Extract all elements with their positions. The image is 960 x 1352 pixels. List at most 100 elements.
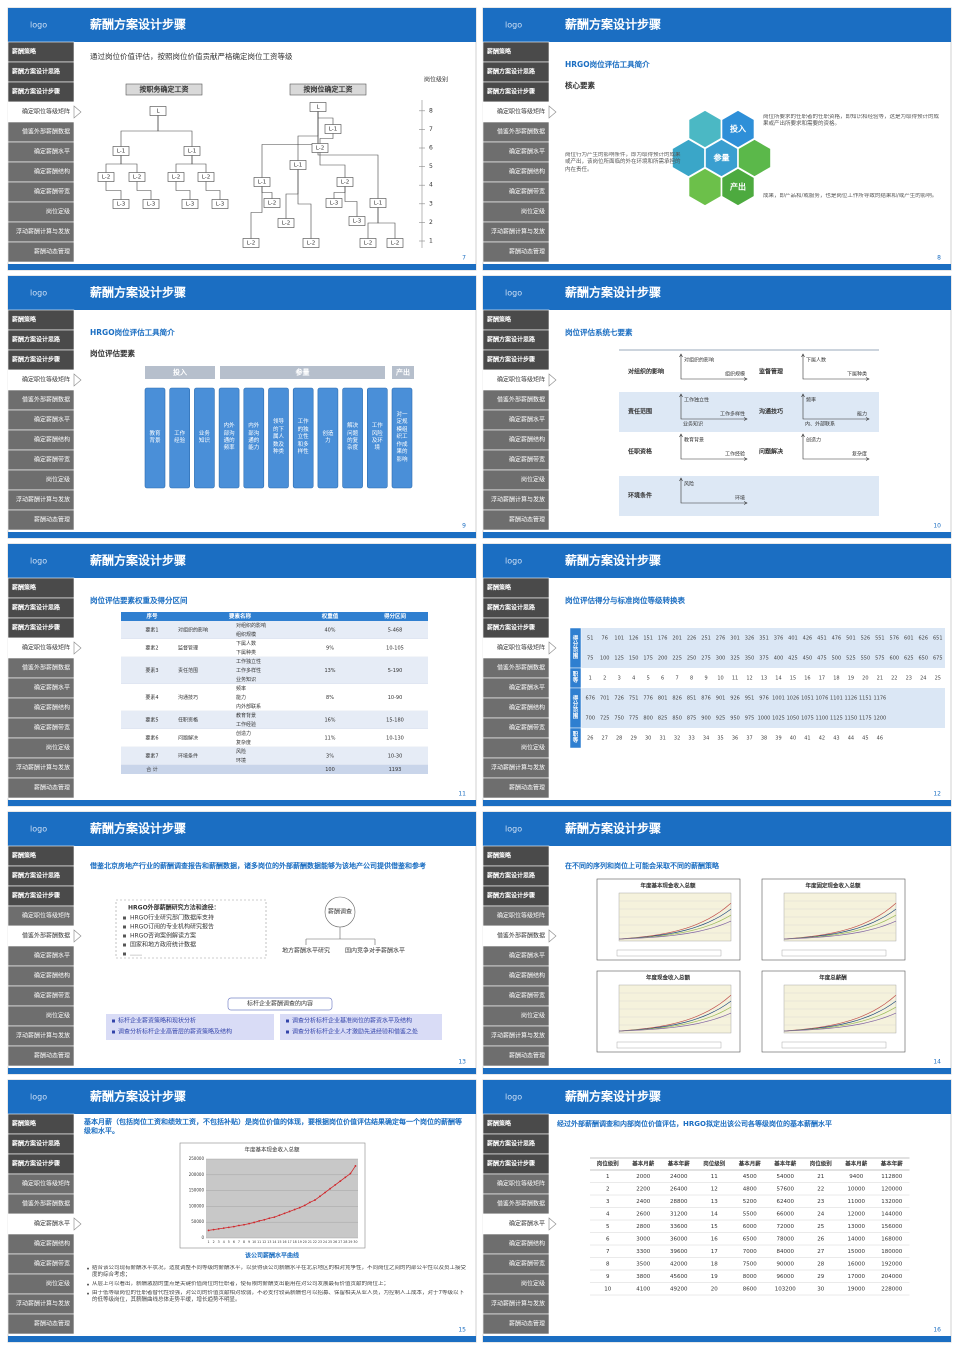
column-header: 要素名称 bbox=[229, 612, 252, 620]
line-point bbox=[293, 1208, 296, 1211]
cell: 20 bbox=[862, 676, 868, 682]
section-title: 岗位评估要素权重及得分区间 bbox=[90, 595, 188, 605]
cell: 13 bbox=[711, 1199, 718, 1205]
menu-item: 薪酬方案设计思路 bbox=[487, 604, 536, 612]
header-bar bbox=[483, 276, 951, 310]
menu-item: 薪酬方案设计思路 bbox=[12, 604, 61, 612]
column-header: 基本年薪 bbox=[880, 1160, 904, 1168]
logo: logo bbox=[505, 825, 522, 834]
cell: 5-190 bbox=[388, 668, 403, 674]
slide-title: 薪酬方案设计步骤 bbox=[90, 553, 186, 568]
page-number: 10 bbox=[933, 523, 941, 530]
cell: 650 bbox=[919, 656, 929, 662]
cell: 18 bbox=[711, 1261, 718, 1267]
cell: 环境 bbox=[236, 757, 246, 764]
cell: 组织规模 bbox=[236, 631, 256, 638]
line-point bbox=[329, 1187, 332, 1190]
cell: 7000 bbox=[743, 1249, 757, 1255]
factor-box bbox=[391, 387, 413, 489]
cell: 频率 bbox=[236, 685, 246, 692]
menu-item: 借鉴外部薪酬数据 bbox=[22, 128, 70, 136]
cell: 3800 bbox=[636, 1274, 650, 1280]
line-point bbox=[344, 1176, 347, 1179]
cell: 4500 bbox=[743, 1174, 757, 1180]
y-tick-label: 200000 bbox=[189, 1172, 205, 1177]
cell: 19 bbox=[848, 676, 854, 682]
cell: 监督管理 bbox=[178, 645, 198, 652]
footer-bar bbox=[483, 800, 951, 806]
menu-item: 薪酬方案设计步骤 bbox=[487, 892, 535, 900]
menu-item: 确定薪酬带宽 bbox=[34, 456, 70, 464]
line-point bbox=[273, 1216, 276, 1219]
tree-node bbox=[263, 198, 281, 208]
cell: 25 bbox=[935, 676, 941, 682]
axis-arrow bbox=[679, 477, 748, 505]
x-tick-label: 6 bbox=[233, 1240, 235, 1244]
line-point bbox=[319, 1195, 321, 1198]
column-header: 基本年薪 bbox=[667, 1160, 691, 1168]
menu-item: 确定薪酬结构 bbox=[509, 972, 545, 980]
menu-item: 确定薪酬带宽 bbox=[509, 724, 545, 732]
cell: 11 bbox=[732, 676, 738, 682]
y-tick-label: 250000 bbox=[189, 1156, 205, 1161]
cell: 2 bbox=[603, 676, 606, 682]
cell: 教育背景 bbox=[236, 712, 256, 719]
page-number: 12 bbox=[933, 791, 941, 798]
menu-item: 薪酬方案设计思路 bbox=[12, 68, 61, 76]
cell: 925 bbox=[716, 716, 726, 722]
line-point bbox=[324, 1191, 326, 1194]
x-tick-label: 26 bbox=[333, 1240, 337, 1244]
x-tick-label: 30 bbox=[353, 1240, 357, 1244]
menu-item: 岗位定级 bbox=[46, 208, 70, 216]
factor-label: 内外部沟通的频率 bbox=[223, 423, 235, 452]
content-box bbox=[106, 1014, 274, 1040]
cell: 600 bbox=[890, 656, 900, 662]
axis-arrow bbox=[801, 433, 870, 461]
menu-item-bg bbox=[7, 241, 75, 263]
menu-item: 薪酬方案设计步骤 bbox=[12, 1160, 60, 1168]
axis-label: 工作独立性 bbox=[684, 397, 709, 404]
section-subtitle: 核心要素 bbox=[565, 80, 595, 90]
cell: 975 bbox=[745, 716, 755, 722]
cell: 12 bbox=[746, 676, 752, 682]
menu-item: 确定薪酬结构 bbox=[34, 436, 70, 444]
cell: 576 bbox=[890, 636, 900, 642]
cell: 14000 bbox=[848, 1236, 866, 1242]
menu-item: 确定职位等级矩阵 bbox=[22, 644, 70, 652]
menu-arrow bbox=[548, 105, 557, 119]
cell: 业务知识 bbox=[236, 676, 256, 683]
table-row bbox=[121, 729, 428, 747]
level-label: 2 bbox=[429, 219, 433, 226]
mini-axes bbox=[680, 394, 747, 420]
cell: 6000 bbox=[743, 1224, 757, 1230]
menu-item: 确定职位等级矩阵 bbox=[497, 108, 545, 116]
footer-bar bbox=[483, 264, 951, 270]
factor-box bbox=[144, 387, 166, 489]
x-tick-label: 17 bbox=[288, 1240, 292, 1244]
line-point bbox=[278, 1214, 281, 1217]
menu-item-bg bbox=[482, 241, 550, 263]
footer-bar bbox=[483, 532, 951, 538]
legend-box bbox=[616, 949, 722, 957]
menu-item: 确定职位等级矩阵 bbox=[22, 1180, 70, 1188]
cell: 876 bbox=[701, 696, 711, 702]
cell: 9 bbox=[704, 676, 707, 682]
diagram-links bbox=[305, 927, 376, 945]
cell: 15-180 bbox=[386, 718, 404, 724]
header-bar bbox=[8, 812, 476, 846]
chart-title: 年度基本现金收入总额 bbox=[244, 1146, 300, 1154]
cell: 33 bbox=[688, 736, 694, 742]
factor-label: 内外部沟通的能力 bbox=[248, 423, 260, 452]
menu-item: 薪酬策略 bbox=[12, 1120, 37, 1128]
cell: 626 bbox=[919, 636, 929, 642]
slide: logo 薪酬方案设计步骤薪酬策略薪酬方案设计思路薪酬方案设计步骤确定职位等级矩阵… bbox=[7, 7, 477, 271]
line-point bbox=[238, 1224, 240, 1227]
cell: 800 bbox=[643, 716, 653, 722]
cell: 工作经验 bbox=[236, 721, 256, 728]
menu-item: 确定薪酬水平 bbox=[509, 952, 545, 960]
menu-item: 薪酬方案设计思路 bbox=[12, 1140, 61, 1148]
menu-item: 薪酬方案设计思路 bbox=[12, 872, 61, 880]
tree-node bbox=[311, 143, 329, 153]
slide-title: 薪酬方案设计步骤 bbox=[565, 1089, 661, 1104]
cell: 42000 bbox=[670, 1261, 688, 1267]
